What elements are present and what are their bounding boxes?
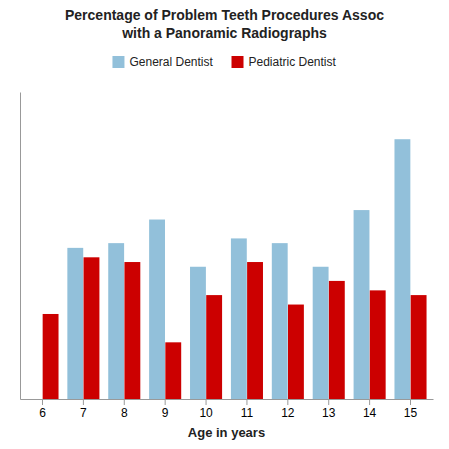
bar-series	[67, 139, 410, 399]
bar	[84, 257, 100, 399]
x-tick: 6	[39, 399, 46, 420]
bar	[67, 248, 83, 399]
plot: 6 7 8 9 10 11 12 13 14 15	[21, 93, 434, 420]
legend-label: Pediatric Dentist	[249, 55, 337, 69]
bar	[313, 267, 329, 399]
bar	[108, 243, 124, 399]
x-tick-mark	[410, 399, 411, 405]
x-tick: 9	[162, 399, 169, 420]
bar	[370, 290, 386, 399]
x-tick-label: 12	[281, 406, 295, 420]
bar	[26, 399, 42, 400]
x-tick: 12	[281, 399, 295, 420]
x-tick: 11	[241, 399, 254, 420]
x-tick-label: 9	[162, 406, 169, 420]
legend-item: General Dentist	[112, 55, 213, 69]
x-tick-mark	[206, 399, 207, 405]
x-tick-mark	[369, 399, 370, 405]
legend-item: Pediatric Dentist	[232, 55, 337, 69]
x-tick-label: 10	[199, 406, 213, 420]
x-tick-label: 6	[39, 406, 46, 420]
bar	[411, 295, 427, 399]
x-tick: 8	[121, 399, 128, 420]
x-tick-mark	[124, 399, 125, 405]
bar	[231, 238, 247, 399]
x-tick: 14	[363, 399, 377, 420]
legend-swatch	[112, 56, 124, 68]
x-tick-label: 13	[322, 406, 336, 420]
bar	[165, 342, 181, 399]
bar-series	[43, 257, 427, 399]
x-tick-label: 8	[121, 406, 128, 420]
x-tick-label: 7	[80, 406, 87, 420]
title-line: Percentage of Problem Teeth Procedures A…	[65, 7, 384, 23]
x-tick-label: 15	[404, 406, 418, 420]
x-tick-mark	[165, 399, 166, 405]
y-axis-line	[20, 93, 21, 400]
legend-label: General Dentist	[129, 55, 213, 69]
x-tick-mark	[42, 399, 43, 405]
x-axis-title: Age in years	[188, 425, 265, 440]
x-tick-mark	[246, 399, 247, 405]
y-axis	[20, 93, 21, 400]
x-tick: 10	[199, 399, 213, 420]
bar	[394, 139, 410, 399]
x-axis: 6 7 8 9 10 11 12 13 14 15	[21, 399, 434, 420]
x-tick: 7	[80, 399, 87, 420]
x-tick: 15	[404, 399, 418, 420]
bar	[190, 267, 206, 399]
bar	[329, 281, 345, 399]
bar	[43, 314, 59, 399]
x-tick-mark	[328, 399, 329, 405]
chart: Percentage of Problem Teeth Procedures A…	[0, 0, 449, 449]
bar	[354, 210, 370, 399]
x-tick-mark	[83, 399, 84, 405]
x-axis-line	[21, 399, 434, 400]
title-line: with a Panoramic Radiographs	[121, 25, 327, 41]
x-tick-mark	[287, 399, 288, 405]
bar	[206, 295, 222, 399]
bar	[149, 220, 165, 399]
bar	[247, 262, 263, 399]
title: Percentage of Problem Teeth Procedures A…	[65, 7, 384, 41]
bar	[272, 243, 288, 399]
bars	[43, 139, 427, 399]
bar	[124, 262, 140, 399]
legend: General Dentist Pediatric Dentist	[112, 55, 336, 69]
bar	[288, 305, 304, 399]
x-tick-label: 14	[363, 406, 377, 420]
legend-swatch	[232, 56, 244, 68]
x-tick: 13	[322, 399, 336, 420]
x-tick-label: 11	[241, 406, 254, 420]
